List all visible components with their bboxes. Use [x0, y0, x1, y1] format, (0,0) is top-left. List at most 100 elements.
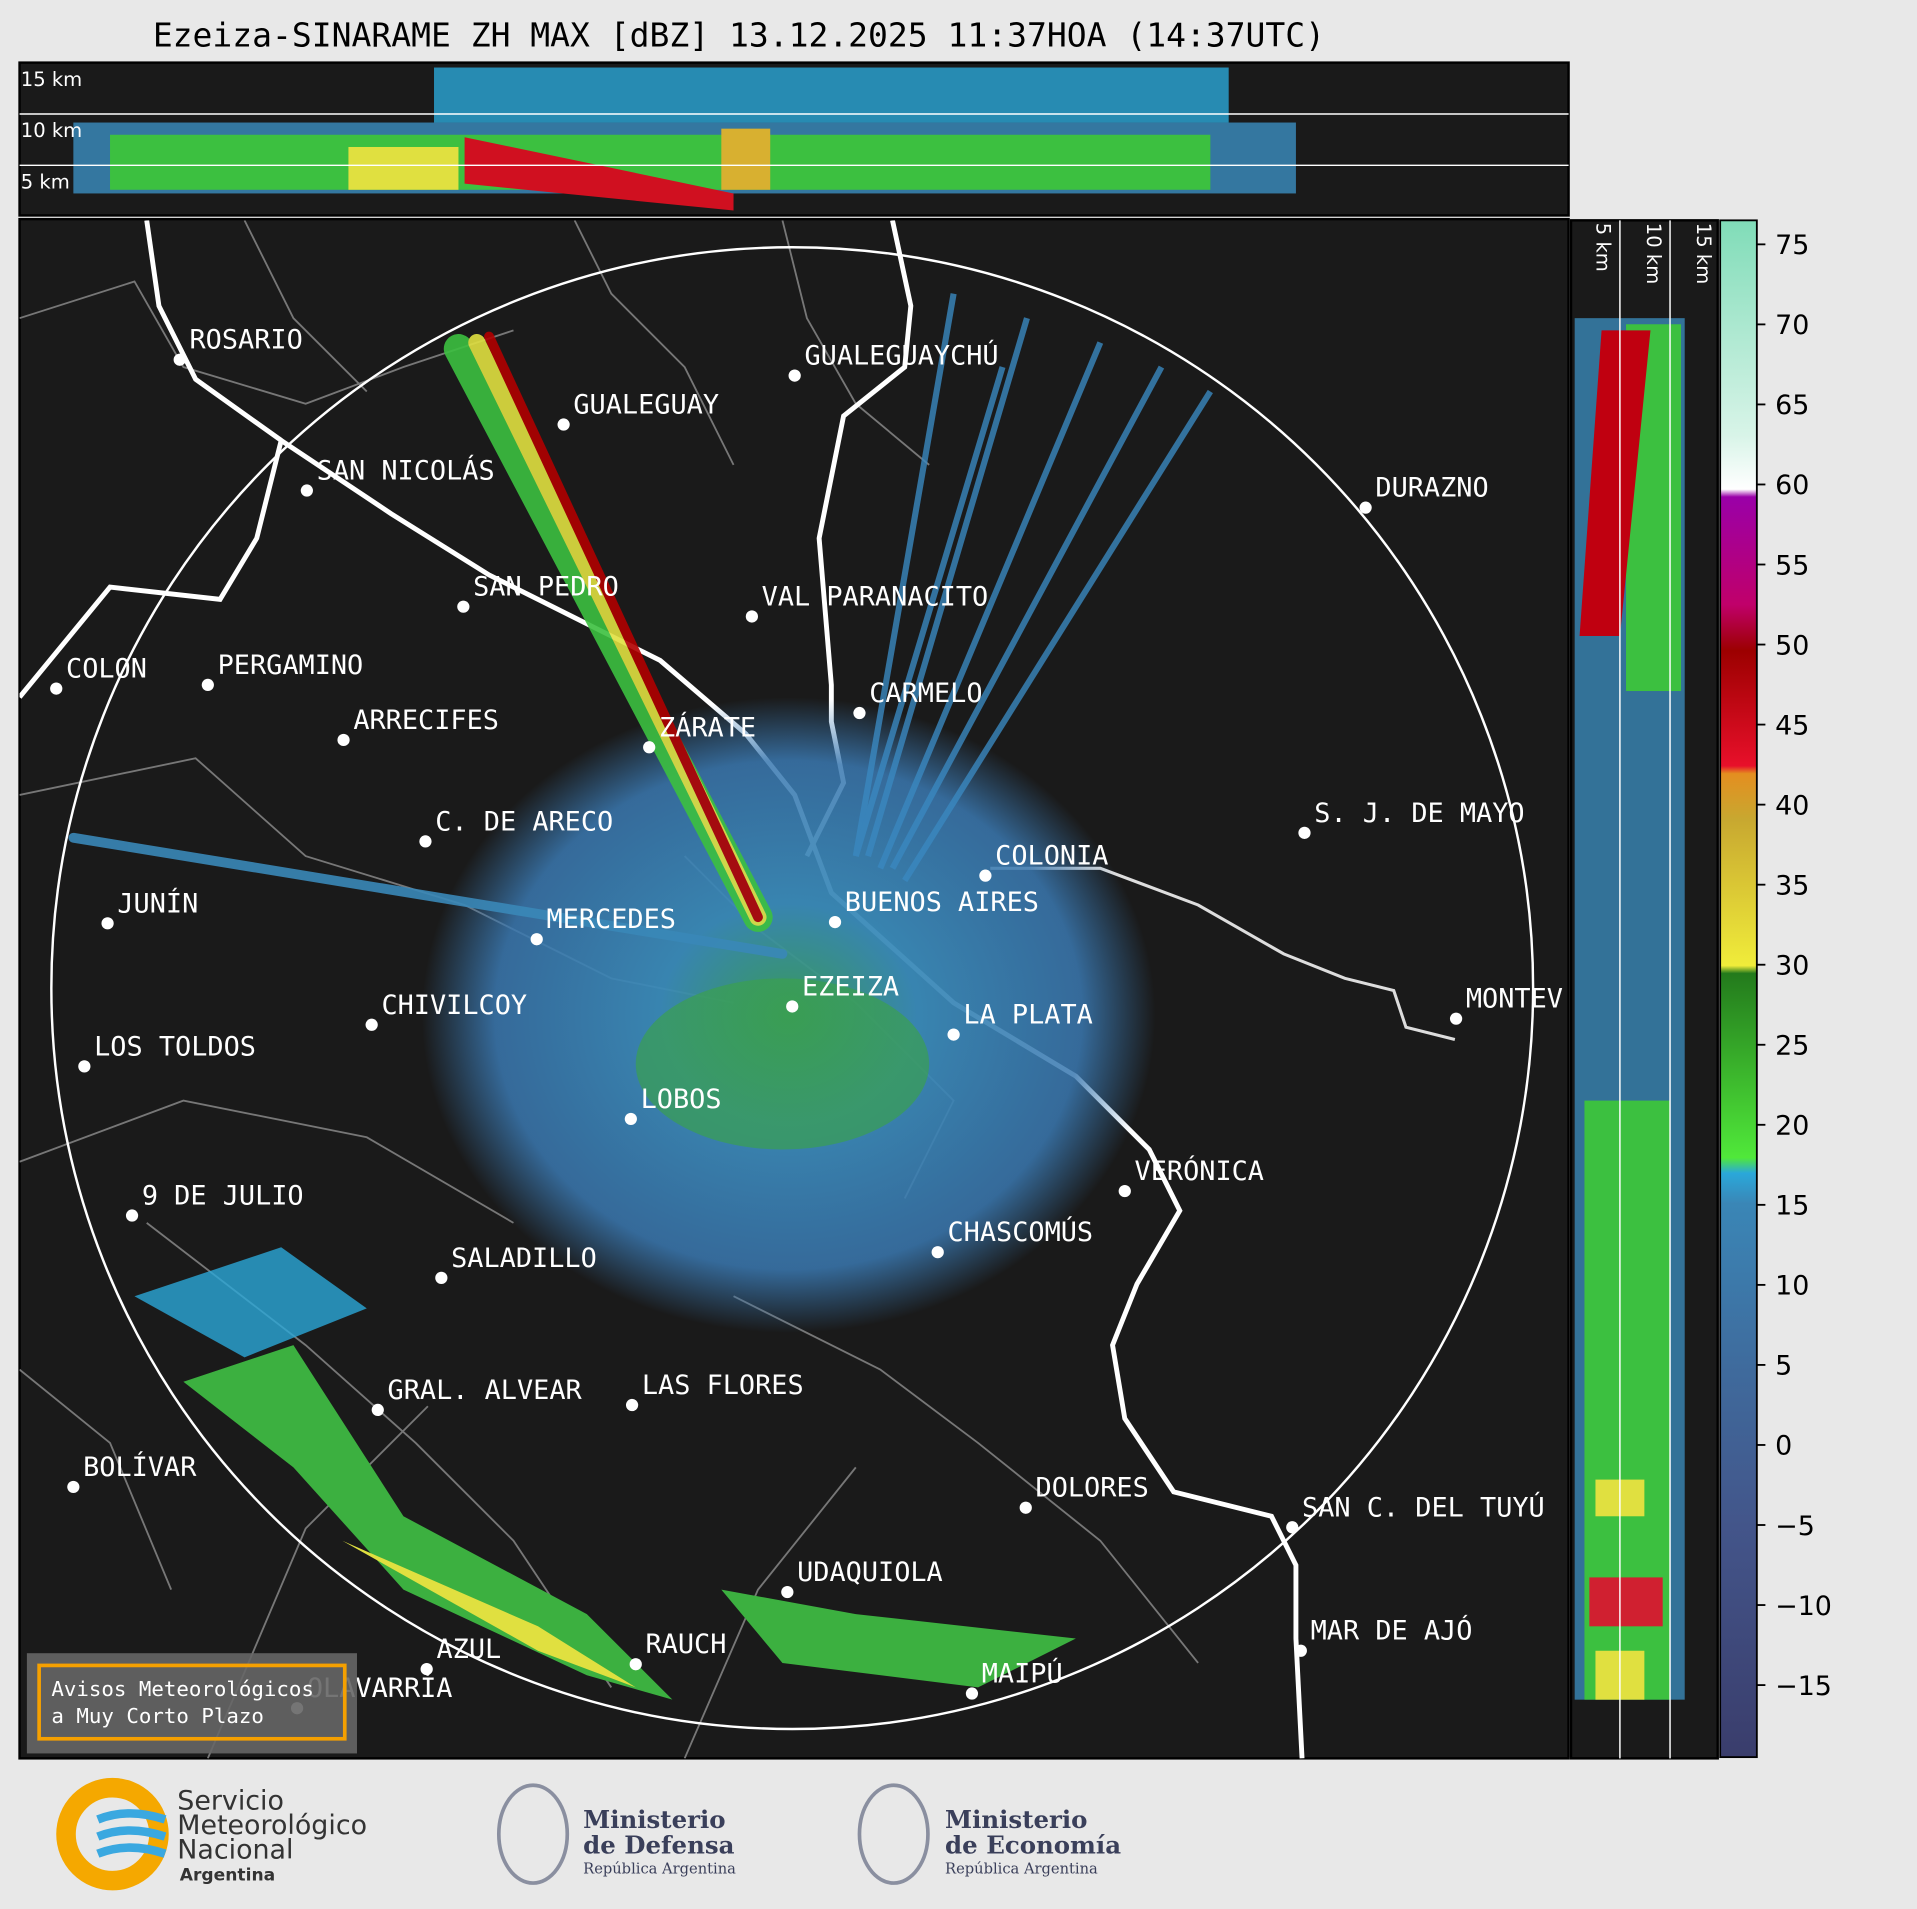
city-dot [50, 682, 63, 695]
city-label: S. J. DE MAYO [1314, 798, 1524, 829]
notice-border [37, 1663, 347, 1741]
colorbar-tick-label: 5 [1775, 1351, 1792, 1382]
city-label: GRAL. ALVEAR [388, 1375, 583, 1406]
city-dot [788, 369, 801, 382]
colorbar [1719, 219, 1758, 1759]
city-label: SALADILLO [451, 1243, 597, 1274]
city-label: LA PLATA [963, 1000, 1092, 1031]
city-dot [435, 1271, 448, 1284]
height-label: 15 km [21, 68, 82, 91]
city-label: SAN NICOLÁS [317, 455, 495, 487]
colorbar-tick-label: 70 [1775, 310, 1809, 341]
city-label: MERCEDES [546, 904, 675, 935]
city-label: EZEIZA [802, 971, 899, 1002]
city-label: C. DE ARECO [435, 806, 613, 837]
city-dot [745, 610, 758, 623]
city-label: MAR DE AJÓ [1311, 1615, 1473, 1647]
city-label: VERÓNICA [1135, 1155, 1264, 1187]
logo-text: República Argentina [583, 1860, 736, 1877]
city-dot [419, 835, 432, 848]
city-dot [420, 1662, 433, 1676]
city-label: RAUCH [646, 1629, 727, 1660]
city-dot [337, 733, 350, 747]
city-dot [201, 678, 214, 692]
city-label: GUALEGUAY [573, 390, 719, 421]
city-dot [371, 1403, 384, 1417]
city-dot [979, 869, 992, 882]
colorbar-tick-label: 35 [1775, 870, 1809, 901]
city-label: VAL PARANACITO [762, 581, 989, 612]
city-label: GUALEGUAYCHÚ [804, 340, 998, 372]
city-dot [557, 418, 570, 431]
colorbar-tick-label: −15 [1775, 1671, 1832, 1702]
city-label: MAIPÚ [982, 1658, 1063, 1690]
city-dot [125, 1209, 139, 1222]
colorbar-tick-label: 15 [1775, 1191, 1809, 1222]
city-dot [67, 1480, 80, 1494]
colorbar-tick-label: 50 [1775, 630, 1809, 661]
logo-text: Meteorológico [177, 1810, 367, 1841]
colorbar-tick-label: −10 [1775, 1591, 1832, 1622]
city-label: SAN C. DEL TUYÚ [1302, 1491, 1545, 1523]
colorbar-tick-label: 65 [1775, 390, 1809, 421]
height-label: 10 km [1642, 223, 1665, 284]
city-dot [828, 915, 842, 929]
city-label: MONTEV [1466, 984, 1563, 1015]
city-dot [530, 933, 543, 946]
logo-text: República Argentina [945, 1860, 1098, 1877]
city-dot [1118, 1184, 1131, 1198]
boundaries [19, 220, 1199, 1759]
notice-text: a Muy Corto Plazo [51, 1704, 264, 1728]
city-label: DURAZNO [1375, 473, 1488, 504]
title: Ezeiza-SINARAME ZH MAX [dBZ] 13.12.2025 … [153, 16, 1325, 55]
city-dot [781, 1585, 794, 1599]
colorbar-tick-label: 45 [1775, 710, 1809, 741]
city-label: ZÁRATE [659, 711, 756, 743]
city-label: BOLÍVAR [83, 1451, 197, 1483]
colorbar-tick-label: 40 [1775, 790, 1809, 821]
city-dot [365, 1018, 378, 1031]
city-dot [78, 1060, 91, 1073]
top-echoes [73, 67, 1296, 211]
city-dot [947, 1028, 960, 1041]
smn-logo [56, 1777, 169, 1891]
height-label: 5 km [1592, 223, 1615, 272]
logo-text: Nacional [177, 1835, 293, 1866]
city-label: ROSARIO [189, 325, 302, 356]
city-dot [624, 1112, 637, 1126]
city-dot [931, 1246, 944, 1259]
city-label: CARMELO [869, 678, 982, 709]
colorbar-tick-label: 25 [1775, 1031, 1809, 1062]
echoes [68, 293, 1213, 1700]
city-dot [457, 600, 470, 613]
colorbar-tick-label: 30 [1775, 951, 1809, 982]
height-label: 15 km [1692, 223, 1715, 284]
city-label: LOBOS [641, 1084, 722, 1115]
city-label: COLON [66, 654, 147, 685]
city-dot [853, 706, 866, 720]
crest [496, 1783, 570, 1885]
colorbar-tick-label: −5 [1775, 1511, 1815, 1542]
city-label: COLONIA [995, 841, 1108, 872]
city-label: CHIVILCOY [381, 990, 527, 1021]
city-dot [1294, 1644, 1307, 1657]
city-dot [173, 353, 186, 366]
notice-box[interactable] [26, 1653, 357, 1754]
city-dot [786, 1000, 799, 1013]
colorbar-tick-label: 75 [1775, 230, 1809, 261]
city-dot [300, 484, 313, 497]
city-dot [629, 1658, 642, 1671]
city-dot [1286, 1521, 1299, 1534]
city-label: LOS TOLDOS [94, 1031, 256, 1062]
city-dot [101, 917, 114, 930]
city-dot [643, 741, 656, 754]
colorbar-ticks: −15 −10 −5 0 5 10 15 20 25 30 35 40 45 50 55 60 65 70 75 [1756, 230, 1832, 1702]
height-label: 5 km [21, 171, 70, 194]
city-dot [965, 1687, 979, 1700]
cities: ROSARIO GUALEGUAYCHÚ GUALEGUAY SAN NICOLÁS D… [50, 325, 1563, 1715]
logo-text: Servicio [177, 1786, 284, 1817]
height-label: 10 km [21, 119, 82, 142]
city-label: ARRECIFES [353, 705, 499, 736]
city-label: LAS FLORES [642, 1370, 804, 1401]
